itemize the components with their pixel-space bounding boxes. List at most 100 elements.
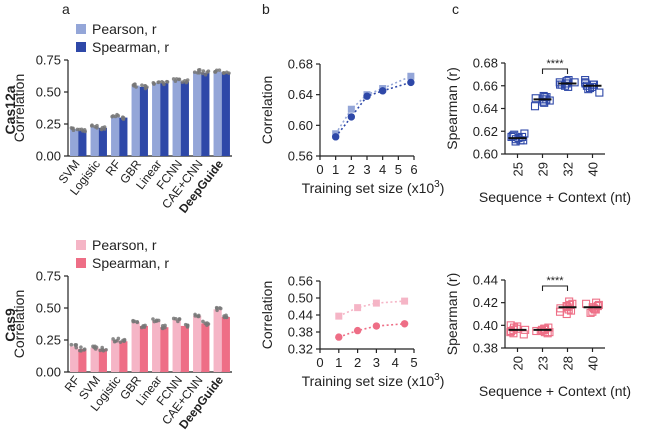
- a-cas12a-bar: [160, 83, 169, 156]
- c-cas12a-category-label: 40: [586, 162, 601, 176]
- c-cas12a-ytick-label: 0.66: [473, 78, 498, 93]
- b-cas12a-ytick-label: 0.64: [288, 87, 313, 102]
- a-cas9-bar: [78, 348, 87, 372]
- b-cas9-xlabel: Training set size (x103): [302, 372, 445, 389]
- a-cas9-replicate-dot: [163, 323, 167, 328]
- b-cas12a-ytick-label: 0.68: [288, 57, 313, 72]
- a-cas9-bar: [131, 322, 140, 372]
- a-cas9-replicate-dot: [100, 345, 104, 350]
- a-cas9-replicate-dot: [91, 344, 95, 349]
- panel-label-a: a: [62, 1, 70, 17]
- c-cas12a-replicate-marker: [595, 88, 604, 97]
- a-cas9-legend-label: Pearson, r: [92, 237, 157, 253]
- a-cas9-replicate-dot: [74, 343, 79, 347]
- a-cas9-replicate-dot: [122, 337, 127, 342]
- a-cas9-replicate-dot: [224, 313, 228, 318]
- a-cas9-bar: [90, 347, 99, 372]
- a-cas12a-replicate-dot: [203, 72, 208, 77]
- a-cas9-bar: [152, 320, 161, 372]
- b-cas12a-series-line: [335, 81, 412, 138]
- c-cas9-ylabel: Spearman (r): [444, 273, 460, 355]
- a-cas9-replicate-dot: [205, 323, 209, 327]
- b-cas12a-point: [407, 72, 415, 80]
- b-cas9-xtick-label: 2: [354, 355, 361, 370]
- a-cas9-bar: [193, 315, 202, 372]
- a-cas9-replicate-dot: [193, 312, 197, 317]
- row-label-cas12a: Cas12a: [2, 85, 18, 134]
- a-cas12a-replicate-dot: [121, 116, 125, 121]
- b-cas12a-point: [407, 78, 415, 87]
- b-cas9-xtick-label: 4: [392, 355, 399, 370]
- c-cas12a-xlabel: Sequence + Context (nt): [479, 189, 631, 205]
- c-cas12a-replicate-marker: [508, 131, 517, 140]
- b-cas12a-xlabel: Training set size (x103): [302, 179, 445, 196]
- a-cas9-replicate-dot: [104, 347, 108, 352]
- b-cas9-point: [372, 322, 381, 330]
- panel-label-c: c: [452, 1, 459, 17]
- a-cas12a-legend-swatch: [76, 24, 86, 34]
- c-cas12a-significance-bracket: [541, 68, 569, 74]
- b-cas9-ytick-label: 0.50: [288, 291, 313, 306]
- b-cas9-point: [335, 312, 343, 320]
- c-cas9-significance-label: ****: [546, 275, 564, 287]
- a-cas12a-replicate-dot: [206, 69, 211, 73]
- a-cas12a-replicate-dot: [102, 125, 107, 129]
- b-cas12a-xtick-label: 5: [395, 162, 402, 177]
- a-cas12a-ylabel: Correlation: [11, 74, 27, 142]
- a-cas12a-bar: [221, 72, 230, 156]
- a-cas9-ytick-label: 0.00: [36, 365, 61, 380]
- b-cas9-xtick-label: 3: [373, 355, 380, 370]
- a-cas12a-replicate-dot: [89, 124, 94, 128]
- c-cas9-replicate-marker: [506, 321, 515, 330]
- a-cas12a-bar: [139, 86, 148, 156]
- a-cas12a-bar: [131, 85, 140, 156]
- c-cas9-ytick-label: 0.44: [473, 273, 498, 288]
- c-cas12a-replicate-marker: [581, 76, 590, 85]
- a-cas12a-replicate-dot: [71, 126, 75, 131]
- b-cas9-xtick-label: 1: [335, 355, 342, 370]
- a-cas12a-replicate-dot: [224, 70, 229, 75]
- a-cas9-ytick-label: 0.50: [36, 301, 61, 316]
- a-cas12a-replicate-dot: [77, 127, 82, 132]
- b-cas12a-point: [363, 92, 371, 100]
- a-cas12a-replicate-dot: [177, 77, 181, 82]
- c-cas9-replicate-marker: [591, 305, 600, 314]
- a-cas12a-replicate-dot: [197, 68, 202, 72]
- b-cas12a-point: [331, 133, 340, 141]
- a-cas9-bar: [139, 325, 148, 372]
- a-cas9-legend-swatch: [76, 240, 86, 250]
- b-cas12a-xtick-label: 6: [410, 162, 417, 177]
- c-cas9-replicate-marker: [532, 326, 541, 336]
- b-cas9-xtick-label: 0: [316, 355, 323, 370]
- a-cas9-replicate-dot: [113, 339, 118, 344]
- b-cas12a-ytick-label: 0.56: [288, 149, 313, 164]
- row-label-cas9: Cas9: [2, 308, 18, 342]
- b-cas12a-ylabel: Correlation: [259, 76, 275, 144]
- a-cas9-replicate-dot: [143, 323, 147, 328]
- c-cas9-significance-bracket: [541, 285, 569, 291]
- b-cas12a-xtick-label: 1: [332, 162, 339, 177]
- c-cas9-ytick-label: 0.38: [473, 341, 498, 356]
- c-cas9-replicate-marker: [544, 323, 553, 332]
- c-cas12a-replicate-marker: [540, 93, 549, 102]
- a-cas9-replicate-dot: [171, 316, 176, 321]
- a-cas12a-replicate-dot: [111, 114, 115, 118]
- panel-label-b: b: [262, 1, 270, 17]
- a-cas12a-replicate-dot: [132, 82, 137, 87]
- a-cas9-replicate-dot: [151, 317, 155, 321]
- b-cas9-xtick-label: 5: [410, 355, 417, 370]
- b-cas9-series-line: [338, 300, 405, 317]
- a-cas9-replicate-dot: [197, 314, 201, 319]
- b-cas12a-point: [347, 105, 355, 113]
- a-cas12a-legend-label: Pearson, r: [92, 21, 157, 37]
- a-cas12a-replicate-dot: [156, 80, 160, 85]
- a-cas12a-bar: [90, 126, 99, 156]
- a-cas12a-replicate-dot: [192, 70, 197, 74]
- a-cas12a-replicate-dot: [143, 86, 148, 91]
- a-cas9-ylabel: Correlation: [11, 290, 27, 358]
- a-cas12a-bar: [78, 130, 87, 156]
- b-cas12a-axes: 0.56 0.60 0.64 0.68 Correlation: [259, 57, 414, 164]
- c-cas12a-replicate-marker: [530, 102, 540, 111]
- b-cas9-point: [354, 304, 362, 312]
